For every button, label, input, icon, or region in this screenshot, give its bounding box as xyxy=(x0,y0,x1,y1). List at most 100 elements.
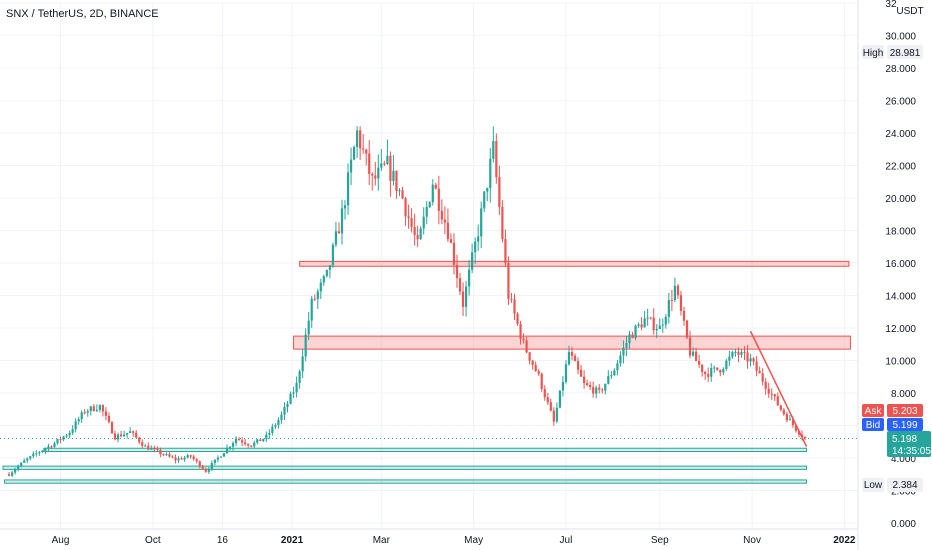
candle-body xyxy=(265,434,268,439)
bid-label: Bid xyxy=(866,420,880,431)
candle-body xyxy=(477,236,480,242)
candle-body xyxy=(761,373,764,382)
trend-line[interactable] xyxy=(749,330,808,447)
candle-body xyxy=(573,355,577,362)
candle-body xyxy=(241,440,244,443)
currency-box[interactable] xyxy=(896,0,924,19)
countdown: 14:35:05 xyxy=(892,446,931,457)
candle-body xyxy=(50,446,53,448)
candle-body xyxy=(501,207,504,239)
candle-body xyxy=(231,443,235,447)
candle-body xyxy=(256,439,259,443)
bid-value-box xyxy=(887,418,923,431)
candle-body xyxy=(643,318,646,328)
candle-body xyxy=(47,446,50,449)
candle-body xyxy=(20,462,23,467)
candle-body xyxy=(32,453,35,457)
candle-body xyxy=(646,317,649,319)
candle-body xyxy=(746,352,749,362)
candle-body xyxy=(141,442,144,446)
candle-body xyxy=(147,445,150,450)
candle-body xyxy=(691,351,695,356)
candle-body xyxy=(531,360,534,365)
candle-body xyxy=(159,449,162,455)
candle-body xyxy=(65,435,68,437)
candle-body xyxy=(446,222,450,240)
candle-body xyxy=(304,334,307,357)
candle-body xyxy=(301,356,304,372)
candle-body xyxy=(392,170,395,181)
candle-body xyxy=(474,241,477,253)
candle-body xyxy=(310,298,313,321)
candle-body xyxy=(244,442,247,445)
resistance-zone[interactable] xyxy=(299,260,850,267)
high-label-box xyxy=(862,45,884,59)
candle-body xyxy=(564,364,568,382)
candle-body xyxy=(543,388,546,398)
candle-body xyxy=(377,167,380,179)
support-zone[interactable] xyxy=(2,465,808,470)
candle-body xyxy=(788,419,792,421)
candle-body xyxy=(537,371,540,374)
candle-body xyxy=(676,285,680,296)
candle-body xyxy=(701,364,704,372)
candle-body xyxy=(495,141,498,178)
candle-body xyxy=(362,148,365,150)
candle-body xyxy=(59,439,62,441)
candle-body xyxy=(213,459,216,464)
candle-body xyxy=(383,163,386,165)
candle-body xyxy=(504,238,507,264)
candle-body xyxy=(516,313,519,324)
candle-body xyxy=(522,338,525,341)
support-zone[interactable] xyxy=(43,447,808,452)
candle-body xyxy=(625,343,628,348)
candle-body xyxy=(707,374,710,377)
candle-body xyxy=(489,158,492,188)
candle-body xyxy=(277,420,280,426)
candle-body xyxy=(116,434,120,440)
candle-body xyxy=(41,450,44,453)
candle-body xyxy=(803,436,807,439)
candle-body xyxy=(144,445,147,447)
candle-body xyxy=(237,438,241,441)
candle-body xyxy=(649,317,652,319)
time-tick-label: Aug xyxy=(52,535,70,546)
candle-body xyxy=(343,205,347,209)
candle-body xyxy=(35,453,38,455)
ask-label: Ask xyxy=(865,406,883,417)
bid-label-box xyxy=(862,418,884,431)
candle-body xyxy=(307,320,310,335)
candle-body xyxy=(685,320,689,338)
candle-body xyxy=(483,191,486,209)
time-axis[interactable]: Aug Oct 16 2021 Mar May Jul Sep Nov 2022 xyxy=(52,535,856,546)
candle-body xyxy=(253,442,256,447)
candle-body xyxy=(464,286,468,307)
candle-body xyxy=(234,438,238,444)
candle-body xyxy=(661,324,664,326)
candle-body xyxy=(688,337,692,356)
candle-body xyxy=(334,231,338,245)
price-tick-label: 8.000 xyxy=(891,389,916,400)
candle-body xyxy=(794,425,798,431)
candle-body xyxy=(86,411,89,413)
candle-body xyxy=(434,184,437,189)
price-tick-label: 22.000 xyxy=(885,162,916,173)
candle-body xyxy=(555,407,558,422)
candle-body xyxy=(101,405,104,412)
candle-body xyxy=(177,458,180,461)
bid-value: 5.199 xyxy=(892,420,917,431)
candle-body xyxy=(195,459,198,462)
candle-body xyxy=(722,368,725,373)
candle-body xyxy=(437,188,440,211)
candle-body xyxy=(498,177,501,208)
candle-body xyxy=(356,130,359,148)
candle-body xyxy=(540,373,543,389)
time-tick-label: 2021 xyxy=(281,535,304,546)
candle-body xyxy=(398,190,401,192)
candle-body xyxy=(486,187,489,192)
candle-body xyxy=(44,448,47,451)
ask-label-box xyxy=(862,404,884,417)
candle-body xyxy=(349,159,353,173)
support-zone[interactable] xyxy=(4,479,808,484)
